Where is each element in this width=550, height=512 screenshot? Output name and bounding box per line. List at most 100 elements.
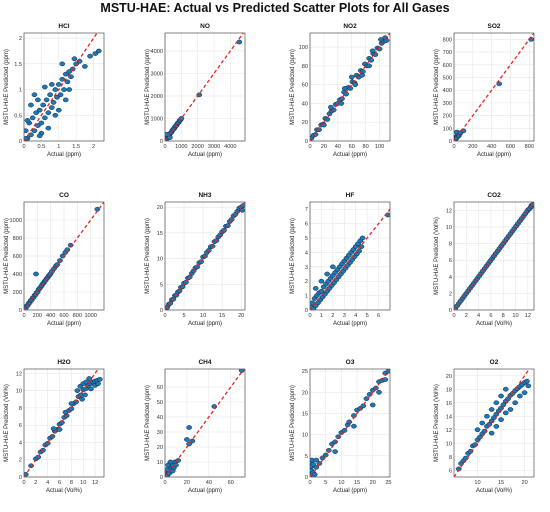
data-point — [45, 125, 52, 131]
x-axis-label: Actual (ppm) — [188, 488, 222, 494]
data-point — [82, 392, 88, 398]
x-tick-label: 4 — [354, 313, 357, 319]
ideal-line — [454, 33, 534, 141]
data-point — [36, 107, 43, 113]
y-tick-label: 1.5 — [14, 62, 22, 68]
y-axis-label: MSTU-HAE Predicted (ppm) — [434, 49, 440, 125]
data-point — [31, 92, 38, 98]
x-tick-label: 12 — [525, 313, 531, 319]
data-point — [40, 102, 46, 108]
y-tick-label: 4 — [449, 275, 452, 281]
x-axis-label: Actual (ppm) — [47, 152, 81, 158]
data-point — [525, 383, 532, 389]
y-tick-label: 0 — [19, 139, 22, 145]
x-tick-label: 5 — [324, 480, 327, 486]
plot-area — [24, 369, 103, 477]
y-tick-label: 400 — [13, 272, 22, 278]
x-tick-label: 4 — [46, 480, 49, 486]
y-tick-label: 15 — [302, 411, 308, 417]
y-tick-label: 2000 — [151, 94, 163, 100]
x-tick-label: 0 — [163, 144, 166, 150]
y-tick-label: 100 — [443, 126, 452, 132]
y-tick-label: 60 — [157, 385, 163, 391]
x-tick-label: 1000 — [175, 144, 187, 150]
subplot-title: CO2 — [487, 192, 501, 199]
x-tick-label: 2 — [331, 313, 334, 319]
y-axis-label: MSTU-HAE Predicted (ppm) — [4, 49, 10, 125]
data-point — [64, 79, 71, 85]
data-point — [318, 278, 325, 284]
data-point — [74, 388, 81, 393]
data-point — [239, 207, 245, 213]
x-tick-label: 20 — [184, 480, 190, 486]
data-point — [82, 64, 88, 69]
plot-area — [165, 33, 245, 141]
y-tick-label: 0 — [449, 308, 452, 314]
data-point — [79, 396, 85, 402]
axes-frame — [164, 32, 246, 142]
y-tick-label: 300 — [443, 101, 452, 107]
y-tick-label: 0 — [19, 308, 22, 314]
y-tick-label: 0 — [160, 308, 163, 314]
subplot-no: NO0 1000 2000 3000 400001000200030004000Actu… — [145, 23, 246, 158]
data-point — [318, 288, 325, 294]
axes-frame — [23, 201, 105, 311]
y-tick-label: 0 — [305, 475, 308, 481]
y-tick-label: 0 — [160, 475, 163, 481]
data-point — [332, 449, 338, 454]
data-point — [28, 102, 34, 108]
data-point — [56, 427, 63, 432]
y-tick-label: 0 — [305, 139, 308, 145]
subplot-h2o: H2O 0 2 4 6 8 10 12 0 2 4 6 8 10 12 Actual (Vol%) MSTU-H… — [4, 359, 105, 494]
x-tick-label: 800 — [73, 313, 82, 319]
x-tick-label: 10 — [512, 313, 518, 319]
y-tick-label: 60 — [302, 83, 308, 89]
data-point — [330, 264, 336, 270]
y-tick-label: 30 — [157, 430, 163, 436]
y-tick-label: 400 — [443, 88, 452, 94]
y-tick-label: 50 — [157, 400, 163, 406]
data-point — [186, 425, 192, 430]
x-tick-label: 0 — [163, 480, 166, 486]
plot-area — [24, 33, 102, 141]
x-tick-label: 0 — [452, 144, 455, 150]
plot-area — [310, 369, 390, 477]
subplot-title: NO2 — [343, 23, 357, 30]
y-tick-label: 500 — [443, 75, 452, 81]
axes-frame — [23, 368, 105, 478]
y-tick-label: 2 — [305, 279, 308, 285]
x-tick-label: 0 — [22, 313, 25, 319]
y-tick-label: 40 — [302, 101, 308, 107]
x-tick-label: 0 — [308, 313, 311, 319]
x-tick-label: 15 — [219, 313, 225, 319]
data-point — [68, 401, 75, 406]
data-point — [479, 420, 486, 426]
y-tick-label: 6 — [305, 222, 308, 228]
x-tick-label: 10 — [200, 313, 206, 319]
data-point — [474, 427, 481, 433]
y-tick-label: 6 — [449, 468, 452, 474]
subplot-co: CO0 200 400 600 800 100002004006008001000Actu… — [4, 192, 105, 327]
data-point — [52, 87, 59, 92]
y-tick-label: 5 — [305, 454, 308, 460]
x-axis-label: Actual (ppm) — [47, 321, 81, 327]
y-tick-label: 2 — [449, 291, 452, 297]
x-tick-label: 400 — [487, 144, 496, 150]
data-point — [338, 101, 345, 106]
plot-area — [165, 202, 245, 310]
y-axis-label: MSTU-HAE Predicted (Vol%) — [434, 217, 440, 295]
x-tick-label: 0 — [22, 144, 25, 150]
subplot-title: O2 — [490, 359, 499, 366]
y-tick-label: 4 — [19, 440, 22, 446]
data-point — [29, 115, 36, 121]
x-axis-label: Actual (ppm) — [333, 488, 367, 494]
ideal-line — [165, 33, 245, 141]
x-tick-label: 20 — [521, 480, 527, 486]
data-point — [87, 53, 93, 59]
data-point — [359, 235, 366, 241]
x-tick-label: 6 — [489, 313, 492, 319]
data-point — [512, 400, 519, 406]
x-axis-label: Actual (ppm) — [188, 321, 222, 327]
data-point — [324, 271, 330, 277]
x-tick-label: 400 — [46, 313, 55, 319]
